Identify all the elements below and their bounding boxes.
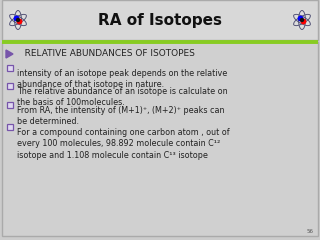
Circle shape — [8, 10, 28, 30]
Circle shape — [292, 10, 312, 30]
FancyBboxPatch shape — [2, 0, 318, 40]
Text: RA of Isotopes: RA of Isotopes — [98, 12, 222, 28]
FancyBboxPatch shape — [7, 65, 13, 71]
Polygon shape — [6, 50, 13, 58]
FancyBboxPatch shape — [7, 102, 13, 108]
Text: 56: 56 — [307, 229, 314, 234]
Circle shape — [14, 16, 19, 21]
Text: RELATIVE ABUNDANCES OF ISOTOPES: RELATIVE ABUNDANCES OF ISOTOPES — [16, 49, 195, 59]
FancyBboxPatch shape — [7, 124, 13, 130]
FancyBboxPatch shape — [7, 83, 13, 89]
Text: The relative abundance of an isotope is calculate on
the basis of 100molecules.: The relative abundance of an isotope is … — [17, 87, 228, 108]
Text: From RA, the intensity of (M+1)⁺, (M+2)⁺ peaks can
be determined.: From RA, the intensity of (M+1)⁺, (M+2)⁺… — [17, 106, 225, 126]
Text: For a compound containing one carbon atom , out of
every 100 molecules, 98.892 m: For a compound containing one carbon ato… — [17, 128, 230, 160]
Text: intensity of an isotope peak depends on the relative
abundance of that isotope i: intensity of an isotope peak depends on … — [17, 69, 227, 90]
Circle shape — [298, 16, 303, 21]
Circle shape — [17, 18, 20, 22]
Circle shape — [17, 19, 22, 24]
Circle shape — [300, 18, 303, 22]
Circle shape — [301, 19, 306, 24]
FancyBboxPatch shape — [2, 42, 318, 236]
